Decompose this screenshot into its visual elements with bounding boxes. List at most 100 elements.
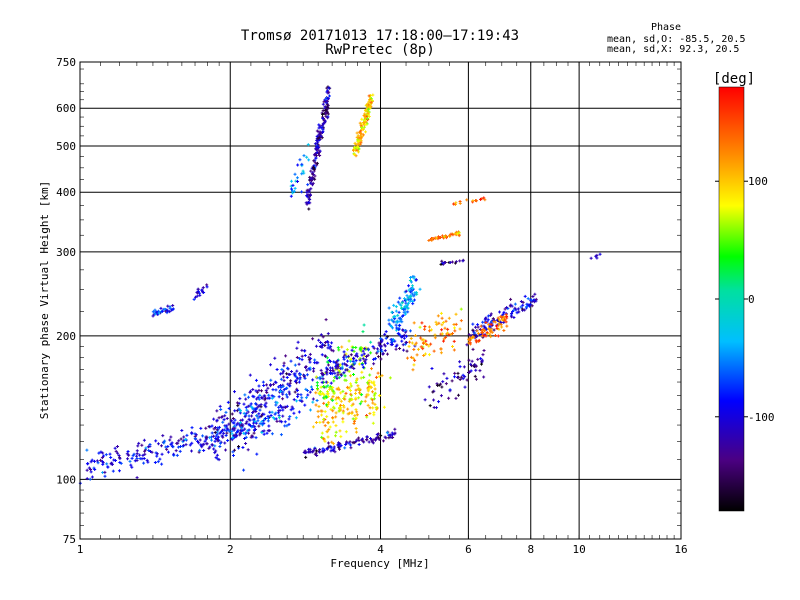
data-point: [363, 114, 367, 118]
data-point: [434, 320, 438, 324]
data-point: [331, 395, 335, 399]
data-point: [240, 426, 244, 430]
data-point: [409, 295, 413, 299]
data-point: [376, 347, 380, 351]
data-point: [505, 324, 509, 328]
data-point: [273, 356, 277, 360]
data-point: [405, 349, 409, 353]
data-point: [277, 405, 281, 409]
data-point: [376, 355, 380, 359]
data-point: [471, 199, 475, 203]
colorbar-tick-label: -100: [748, 411, 775, 424]
data-point: [113, 446, 117, 450]
data-point: [371, 93, 375, 97]
data-point: [312, 153, 316, 157]
colorbar-label: [deg]: [713, 71, 755, 87]
data-point: [393, 314, 397, 318]
data-point: [440, 328, 444, 332]
data-point: [251, 387, 255, 391]
data-point: [274, 403, 278, 407]
data-point: [304, 455, 308, 459]
data-point: [326, 343, 330, 347]
data-point: [263, 403, 267, 407]
data-point: [453, 261, 457, 265]
data-point: [326, 332, 330, 336]
data-point: [321, 122, 325, 126]
data-point: [421, 347, 425, 351]
data-point: [489, 322, 493, 326]
data-point: [318, 376, 322, 380]
data-point: [101, 451, 105, 455]
data-point: [499, 315, 503, 319]
data-point: [215, 409, 219, 413]
data-point: [225, 416, 229, 420]
data-point: [296, 340, 300, 344]
data-point: [365, 438, 369, 442]
data-point: [360, 353, 364, 357]
data-point: [343, 353, 347, 357]
data-point: [428, 404, 432, 408]
data-point: [197, 450, 201, 454]
data-point: [478, 369, 482, 373]
data-point: [305, 188, 309, 192]
data-point: [531, 295, 535, 299]
data-point: [296, 180, 300, 184]
data-point: [472, 335, 476, 339]
data-point: [422, 353, 426, 357]
data-point: [448, 260, 452, 264]
data-point: [309, 450, 313, 454]
data-point: [340, 345, 344, 349]
data-point: [454, 260, 458, 264]
data-point: [372, 411, 376, 415]
data-point: [344, 391, 348, 395]
data-point: [320, 435, 324, 439]
data-point: [356, 387, 360, 391]
data-point: [483, 316, 487, 320]
data-point: [252, 410, 256, 414]
data-point: [320, 353, 324, 357]
data-point: [342, 371, 346, 375]
data-point: [351, 359, 355, 363]
data-point: [298, 398, 302, 402]
chart-title: Tromsø 20171013 17:18:00–17:19:43: [241, 28, 519, 44]
data-point: [155, 310, 159, 314]
data-point: [359, 141, 363, 145]
data-point: [400, 314, 404, 318]
data-point: [486, 318, 490, 322]
data-point: [361, 330, 365, 334]
data-point: [277, 416, 281, 420]
data-point: [169, 435, 173, 439]
data-point: [400, 301, 404, 305]
data-point: [233, 418, 237, 422]
data-point: [168, 310, 172, 314]
data-point: [282, 369, 286, 373]
data-point: [461, 373, 465, 377]
data-point: [407, 301, 411, 305]
data-point: [116, 451, 120, 455]
data-point: [367, 115, 371, 119]
data-point: [363, 347, 367, 351]
data-point: [328, 359, 332, 363]
data-point: [376, 349, 380, 353]
data-point: [168, 438, 172, 442]
data-point: [207, 424, 211, 428]
y-tick-label: 300: [56, 246, 76, 259]
data-point: [336, 396, 340, 400]
data-point: [419, 336, 423, 340]
data-point: [479, 197, 483, 201]
data-point: [493, 334, 497, 338]
data-point: [444, 335, 448, 339]
data-point: [96, 461, 100, 465]
data-point: [200, 445, 204, 449]
data-point: [351, 440, 355, 444]
data-point: [306, 393, 310, 397]
data-point: [308, 352, 312, 356]
data-point: [433, 336, 437, 340]
data-point: [160, 462, 164, 466]
data-point: [343, 374, 347, 378]
data-point: [529, 298, 533, 302]
data-point: [408, 278, 412, 282]
data-point: [226, 438, 230, 442]
data-point: [291, 407, 295, 411]
data-point: [530, 304, 534, 308]
